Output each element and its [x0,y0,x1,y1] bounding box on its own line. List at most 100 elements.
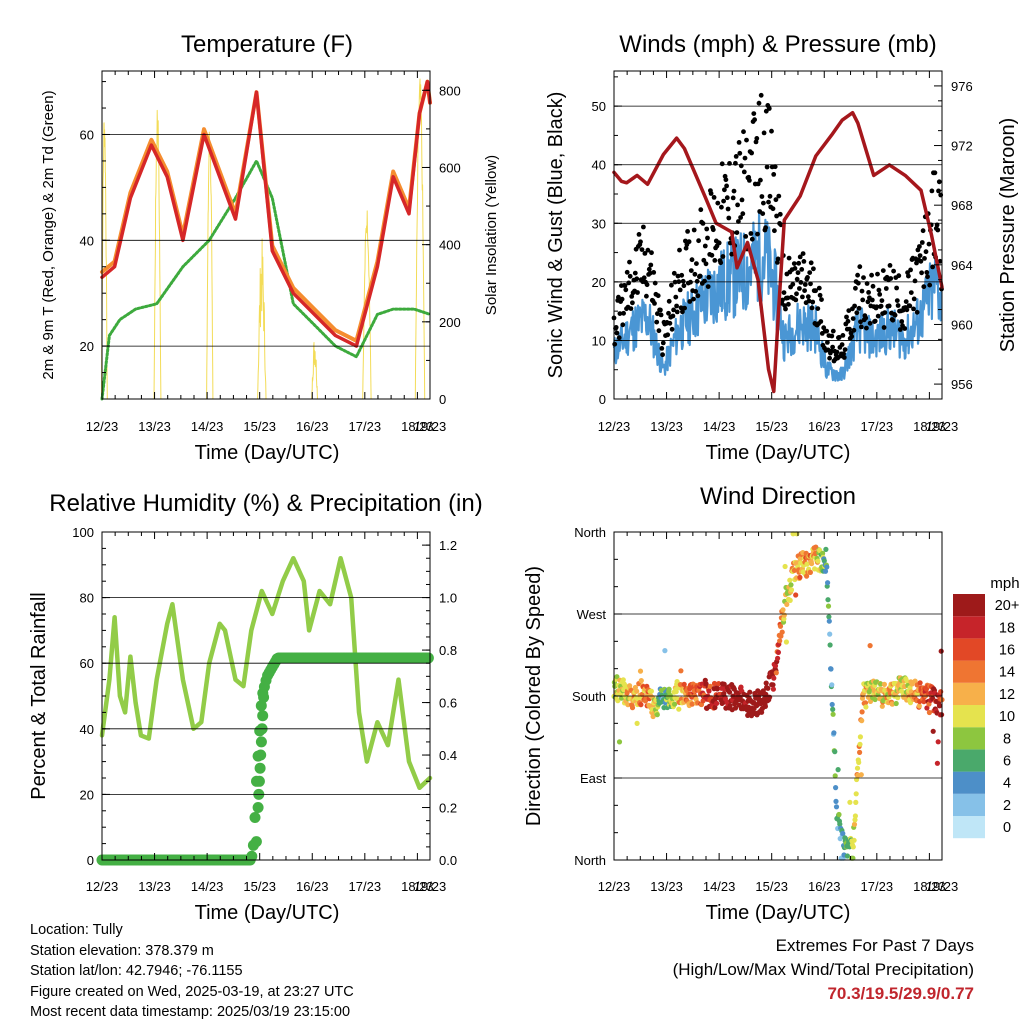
gust-point [917,253,923,258]
gust-point [894,285,899,291]
speed-legend-label: 14 [999,665,1015,681]
direction-point [833,785,839,791]
gust-point [725,206,731,212]
direction-point [827,642,833,648]
gust-point [815,306,821,311]
gust-point [888,276,894,281]
pressure-line [612,110,944,394]
pressure-y-tick-label: 972 [951,139,973,154]
direction-y-tick-label: North [574,525,606,540]
gust-point [755,231,760,237]
direction-point [832,749,838,755]
relative-humidity-line [99,555,433,791]
direction-point [924,705,930,711]
gust-point [908,267,913,273]
gust-point [704,226,710,232]
gust-point [764,164,770,170]
direction-point [833,798,839,805]
solar-y-tick-label: 600 [439,160,461,175]
gust-point [904,307,910,313]
gust-point [926,241,932,247]
direction-point [674,679,680,685]
gust-point [749,150,754,156]
extremes-subtitle: (High/Low/Max Wind/Total Precipitation) [672,960,974,979]
direction-point [620,677,626,683]
gust-point [777,211,783,217]
gust-point [720,254,726,259]
direction-point [771,675,777,681]
direction-point [765,685,771,691]
rh-x-tick-label: 18/23 [401,879,434,894]
rh-precip-panel: Relative Humidity (%) & Precipitation (i… [28,490,483,924]
gust-point [736,140,742,145]
speed-legend: mph 0 2 4 6 8 10 12 14 16 18 20+ [953,575,1020,839]
gust-point [656,328,662,334]
gust-point [641,224,646,230]
gust-point [638,239,643,245]
gust-point [624,269,630,275]
gust-point [665,332,671,338]
gust-point [747,178,752,183]
gust-point [849,334,855,339]
gust-point [818,319,824,324]
temperature-y2-label: Solar Insolation (Yellow) [483,155,500,315]
gust-point [766,106,772,111]
direction-point [850,844,856,850]
rh-y-tick-label: 60 [80,656,94,671]
wind-x-tick-label: 13/23 [650,419,683,434]
direction-point [707,683,713,690]
direction-point [804,561,810,567]
gust-point [892,312,898,318]
gust-point [875,313,881,319]
direction-point [738,684,744,690]
gust-point [807,270,813,275]
gust-point [701,257,707,263]
gust-point [772,164,778,170]
gust-point [847,326,852,332]
gust-point [830,344,835,350]
gust-point [758,92,764,98]
station-location: Location: Tully [30,922,123,938]
temperature-x-label: Time (Day/UTC) [195,442,340,464]
gust-point [830,328,836,334]
precip-y-tick-label: 0.6 [439,696,457,711]
gust-point [623,287,629,293]
direction-point [857,734,864,740]
direction-point [666,686,672,692]
gust-point [846,308,852,313]
temperature-plot-frame [101,70,431,400]
direction-y-tick-label: West [577,607,607,622]
gust-point [694,278,700,284]
precip-y-tick-label: 0.2 [439,801,457,816]
gust-point [660,352,665,358]
gust-point [927,282,933,288]
winds-x-label: Time (Day/UTC) [706,442,851,464]
speed-legend-label: 18 [999,620,1015,636]
gust-point [735,202,740,208]
direction-point [788,582,794,588]
gust-point [879,298,885,303]
speed-legend-label: 8 [1003,731,1011,747]
gust-point [677,287,683,293]
gust-point [920,228,926,234]
gust-point [691,296,696,302]
wind-x-tick-label: 14/23 [703,419,736,434]
direction-point [837,821,843,827]
direction-point [926,709,933,716]
direction-x-tick-label: 12/23 [598,879,631,894]
gust-point [738,215,743,220]
direction-point [778,633,784,639]
gust-point [773,197,779,203]
extremes-values: 70.3/19.5/29.9/0.77 [827,984,974,1003]
wind-direction-series [611,531,945,861]
gust-point [932,170,938,176]
speed-legend-swatch [953,616,985,639]
direction-point [851,821,858,828]
gust-point [791,261,797,266]
gust-point [749,236,755,242]
gust-point [628,306,634,311]
direction-point [832,773,838,779]
gust-point [716,240,722,246]
gust-point [767,193,773,199]
precip-point [253,775,265,787]
